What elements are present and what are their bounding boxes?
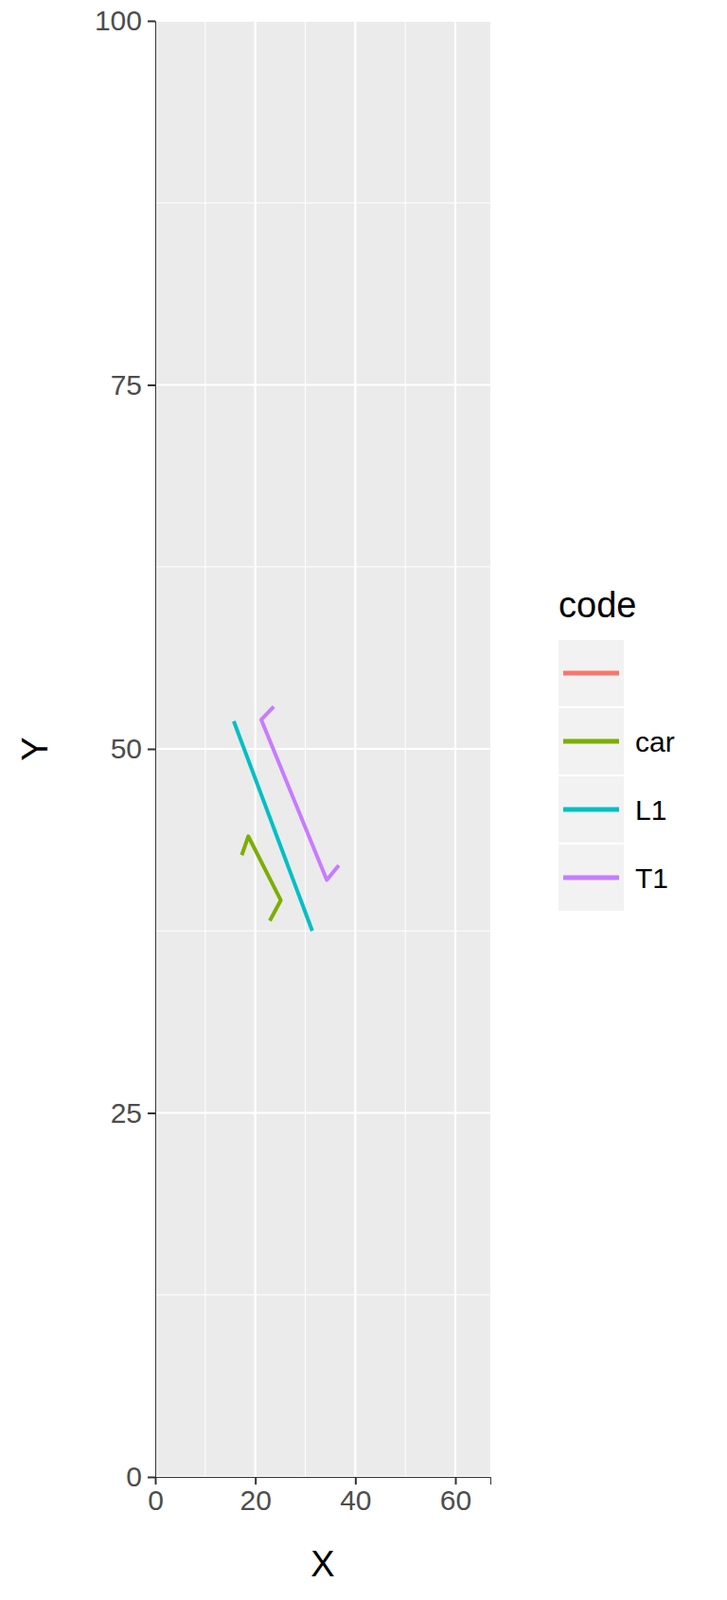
chart: 0 20 40 60 0 25 50 75 100 X Ycode car L1 T1 [0, 0, 727, 1600]
tick: 25 [110, 1097, 156, 1129]
tick-mark [147, 384, 156, 387]
x-axis: 0 20 40 60 [147, 1476, 491, 1516]
legend: code car L1 T1 [558, 585, 675, 911]
y-axis: 0 25 50 75 100 [94, 4, 157, 1492]
tick: 75 [110, 369, 156, 401]
legend-label: T1 [635, 862, 669, 894]
legend-key-background [558, 639, 624, 707]
tick: 0 [125, 1460, 156, 1492]
minor-grid-line [155, 202, 491, 204]
minor-grid-line [155, 1294, 491, 1295]
legend-key [563, 739, 620, 745]
legend-key [563, 671, 620, 676]
tick-label: 60 [440, 1484, 472, 1516]
tick: 0 [147, 1476, 164, 1516]
axis-line [156, 1477, 492, 1486]
axis-line [147, 21, 157, 1478]
tick-label: 20 [239, 1484, 271, 1516]
tick: 60 [440, 1476, 472, 1516]
legend-key [563, 875, 620, 881]
tick: 40 [339, 1476, 372, 1516]
grid-line [155, 1111, 491, 1114]
legend-label: car [635, 726, 675, 758]
tick-mark [455, 1476, 458, 1485]
tick: 50 [110, 732, 156, 764]
tick-mark [147, 20, 156, 23]
minor-grid-line [155, 566, 491, 568]
tick-label: 100 [94, 4, 142, 36]
legend-key-background [558, 776, 624, 843]
tick: 100 [94, 4, 156, 36]
tick-label: 25 [110, 1097, 142, 1129]
minor-grid-line [155, 930, 491, 932]
x-axis-title: X [310, 1543, 335, 1584]
panel-background [155, 20, 491, 1477]
series-line [241, 835, 281, 921]
grid-line [155, 747, 491, 750]
tick-mark [354, 1476, 357, 1485]
legend-label: L1 [635, 794, 667, 826]
tick-mark [254, 1476, 257, 1485]
y-axis-title: Y [15, 736, 55, 761]
plot-area [233, 706, 339, 931]
grid-line [155, 19, 491, 22]
legend-title: code [558, 585, 637, 625]
series-line [261, 706, 339, 880]
tick-mark [147, 1112, 156, 1115]
tick-label: 0 [147, 1484, 164, 1516]
tick-mark [147, 748, 156, 751]
tick-mark [147, 1476, 156, 1479]
tick-label: 50 [110, 732, 142, 764]
legend-key-background [558, 844, 624, 911]
tick: 20 [239, 1476, 271, 1516]
grid [155, 20, 491, 1477]
legend-key-background [558, 708, 624, 775]
grid-line [155, 383, 491, 386]
tick-label: 0 [125, 1460, 142, 1492]
legend-key [563, 807, 620, 813]
tick-label: 75 [110, 369, 142, 401]
tick-label: 40 [339, 1484, 372, 1516]
